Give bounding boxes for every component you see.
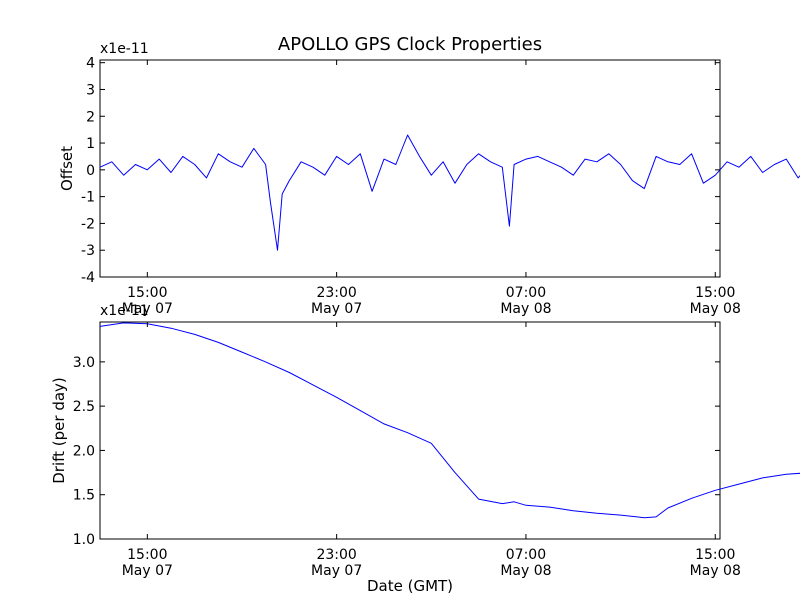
axes-frame bbox=[99, 321, 721, 540]
series-line-0 bbox=[99, 134, 800, 251]
chart-title: APOLLO GPS Clock Properties bbox=[278, 34, 542, 55]
y-tick-label: 3 bbox=[86, 82, 95, 98]
y-tick-label: -2 bbox=[81, 216, 95, 232]
x-tick-label-time: 15:00 bbox=[695, 547, 735, 563]
y-tick-label: 1 bbox=[86, 136, 95, 152]
x-tick-label-time: 15:00 bbox=[695, 285, 735, 301]
series-line-0 bbox=[99, 322, 800, 519]
y-offset-text: x1e-11 bbox=[100, 303, 149, 319]
y-tick-label: 2 bbox=[86, 109, 95, 125]
x-tick-label-date: May 07 bbox=[122, 301, 173, 317]
y-axis-label: Drift (per day) bbox=[50, 377, 68, 484]
y-tick-label: 0 bbox=[86, 163, 95, 179]
x-tick-label-time: 07:00 bbox=[506, 285, 546, 301]
x-tick-label-date: May 08 bbox=[690, 301, 741, 317]
x-tick-label-time: 07:00 bbox=[506, 547, 546, 563]
y-tick-label: 2.0 bbox=[73, 443, 95, 459]
y-tick-label: 1.5 bbox=[73, 488, 95, 504]
x-tick-label-date: May 08 bbox=[500, 563, 551, 579]
x-tick-label-date: May 07 bbox=[311, 563, 362, 579]
axes-frame bbox=[99, 59, 721, 278]
y-tick-label: -3 bbox=[81, 243, 95, 259]
y-tick-label: 2.5 bbox=[73, 399, 95, 415]
x-axis-label: Date (GMT) bbox=[367, 577, 453, 595]
x-tick-label-time: 23:00 bbox=[316, 285, 356, 301]
y-tick-label: 4 bbox=[86, 56, 95, 72]
y-tick-label: -4 bbox=[81, 270, 95, 286]
y-offset-text: x1e-11 bbox=[100, 41, 149, 57]
x-tick-label-time: 23:00 bbox=[316, 547, 356, 563]
y-tick-label: 1.0 bbox=[73, 532, 95, 548]
x-tick-label-date: May 07 bbox=[311, 301, 362, 317]
x-tick-label-date: May 07 bbox=[122, 563, 173, 579]
y-tick-label: 3.0 bbox=[73, 355, 95, 371]
y-tick-label: -1 bbox=[81, 190, 95, 206]
x-tick-label-time: 15:00 bbox=[127, 547, 167, 563]
x-tick-label-time: 15:00 bbox=[127, 285, 167, 301]
x-tick-label-date: May 08 bbox=[690, 563, 741, 579]
y-axis-label: Offset bbox=[58, 146, 76, 191]
x-tick-label-date: May 08 bbox=[500, 301, 551, 317]
